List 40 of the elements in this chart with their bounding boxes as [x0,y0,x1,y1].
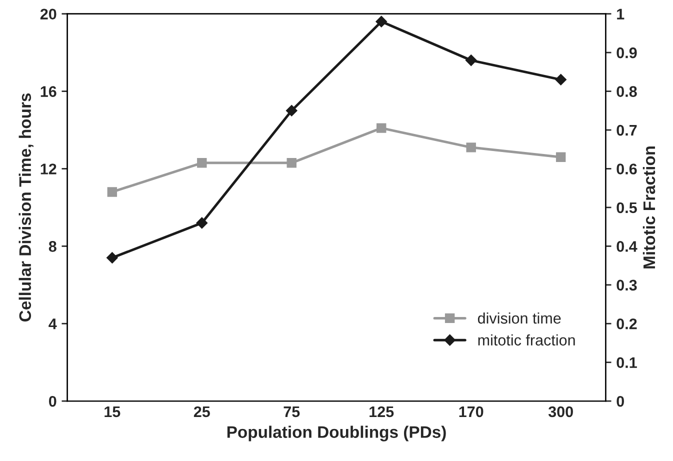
y-tick-label: 4 [48,318,57,330]
y2-axis-title: Mitotic Fraction [642,146,656,268]
point [376,123,386,133]
point [376,16,387,28]
x-tick-label: 75 [284,406,300,418]
x-tick-label: 125 [370,406,394,418]
point [106,252,118,264]
y2-tick-label: 0 [616,396,624,407]
point [555,74,566,86]
legend-label: mitotic fraction [478,334,575,346]
y2-tick-label: 0.3 [616,280,637,291]
y2-tick-label: 0.4 [616,241,638,252]
y-tick-label: 12 [40,164,56,174]
y-tick-label: 20 [40,8,56,20]
y2-tick-label: 0.2 [616,318,637,330]
x-tick-label: 25 [194,406,210,418]
x-axis-title: Population Doublings (PDs) [227,426,446,442]
legend-label: division time [478,312,561,324]
y-axis-title: Cellular Division Time, hours [18,93,34,322]
x-tick-label: 15 [104,406,120,418]
point [466,142,476,152]
y2-tick-label: 0.9 [616,47,637,58]
x-tick-label: 300 [548,406,573,418]
y-tick-label: 0 [48,396,56,407]
y-tick-label: 16 [40,86,56,97]
point [556,152,566,162]
y2-tick-label: 1 [617,8,624,20]
x-tick-label: 170 [459,406,484,418]
point [196,217,208,229]
point [197,158,207,168]
point [286,158,296,168]
y2-tick-label: 0.6 [616,164,637,174]
point [465,54,477,66]
y2-tick-label: 0.8 [616,86,637,97]
y2-tick-label: 0.1 [616,357,637,368]
y2-tick-label: 0.5 [616,202,637,214]
point [286,105,298,116]
y-tick-label: 8 [48,241,56,252]
y2-tick-label: 0.7 [616,124,637,136]
point [107,187,118,197]
